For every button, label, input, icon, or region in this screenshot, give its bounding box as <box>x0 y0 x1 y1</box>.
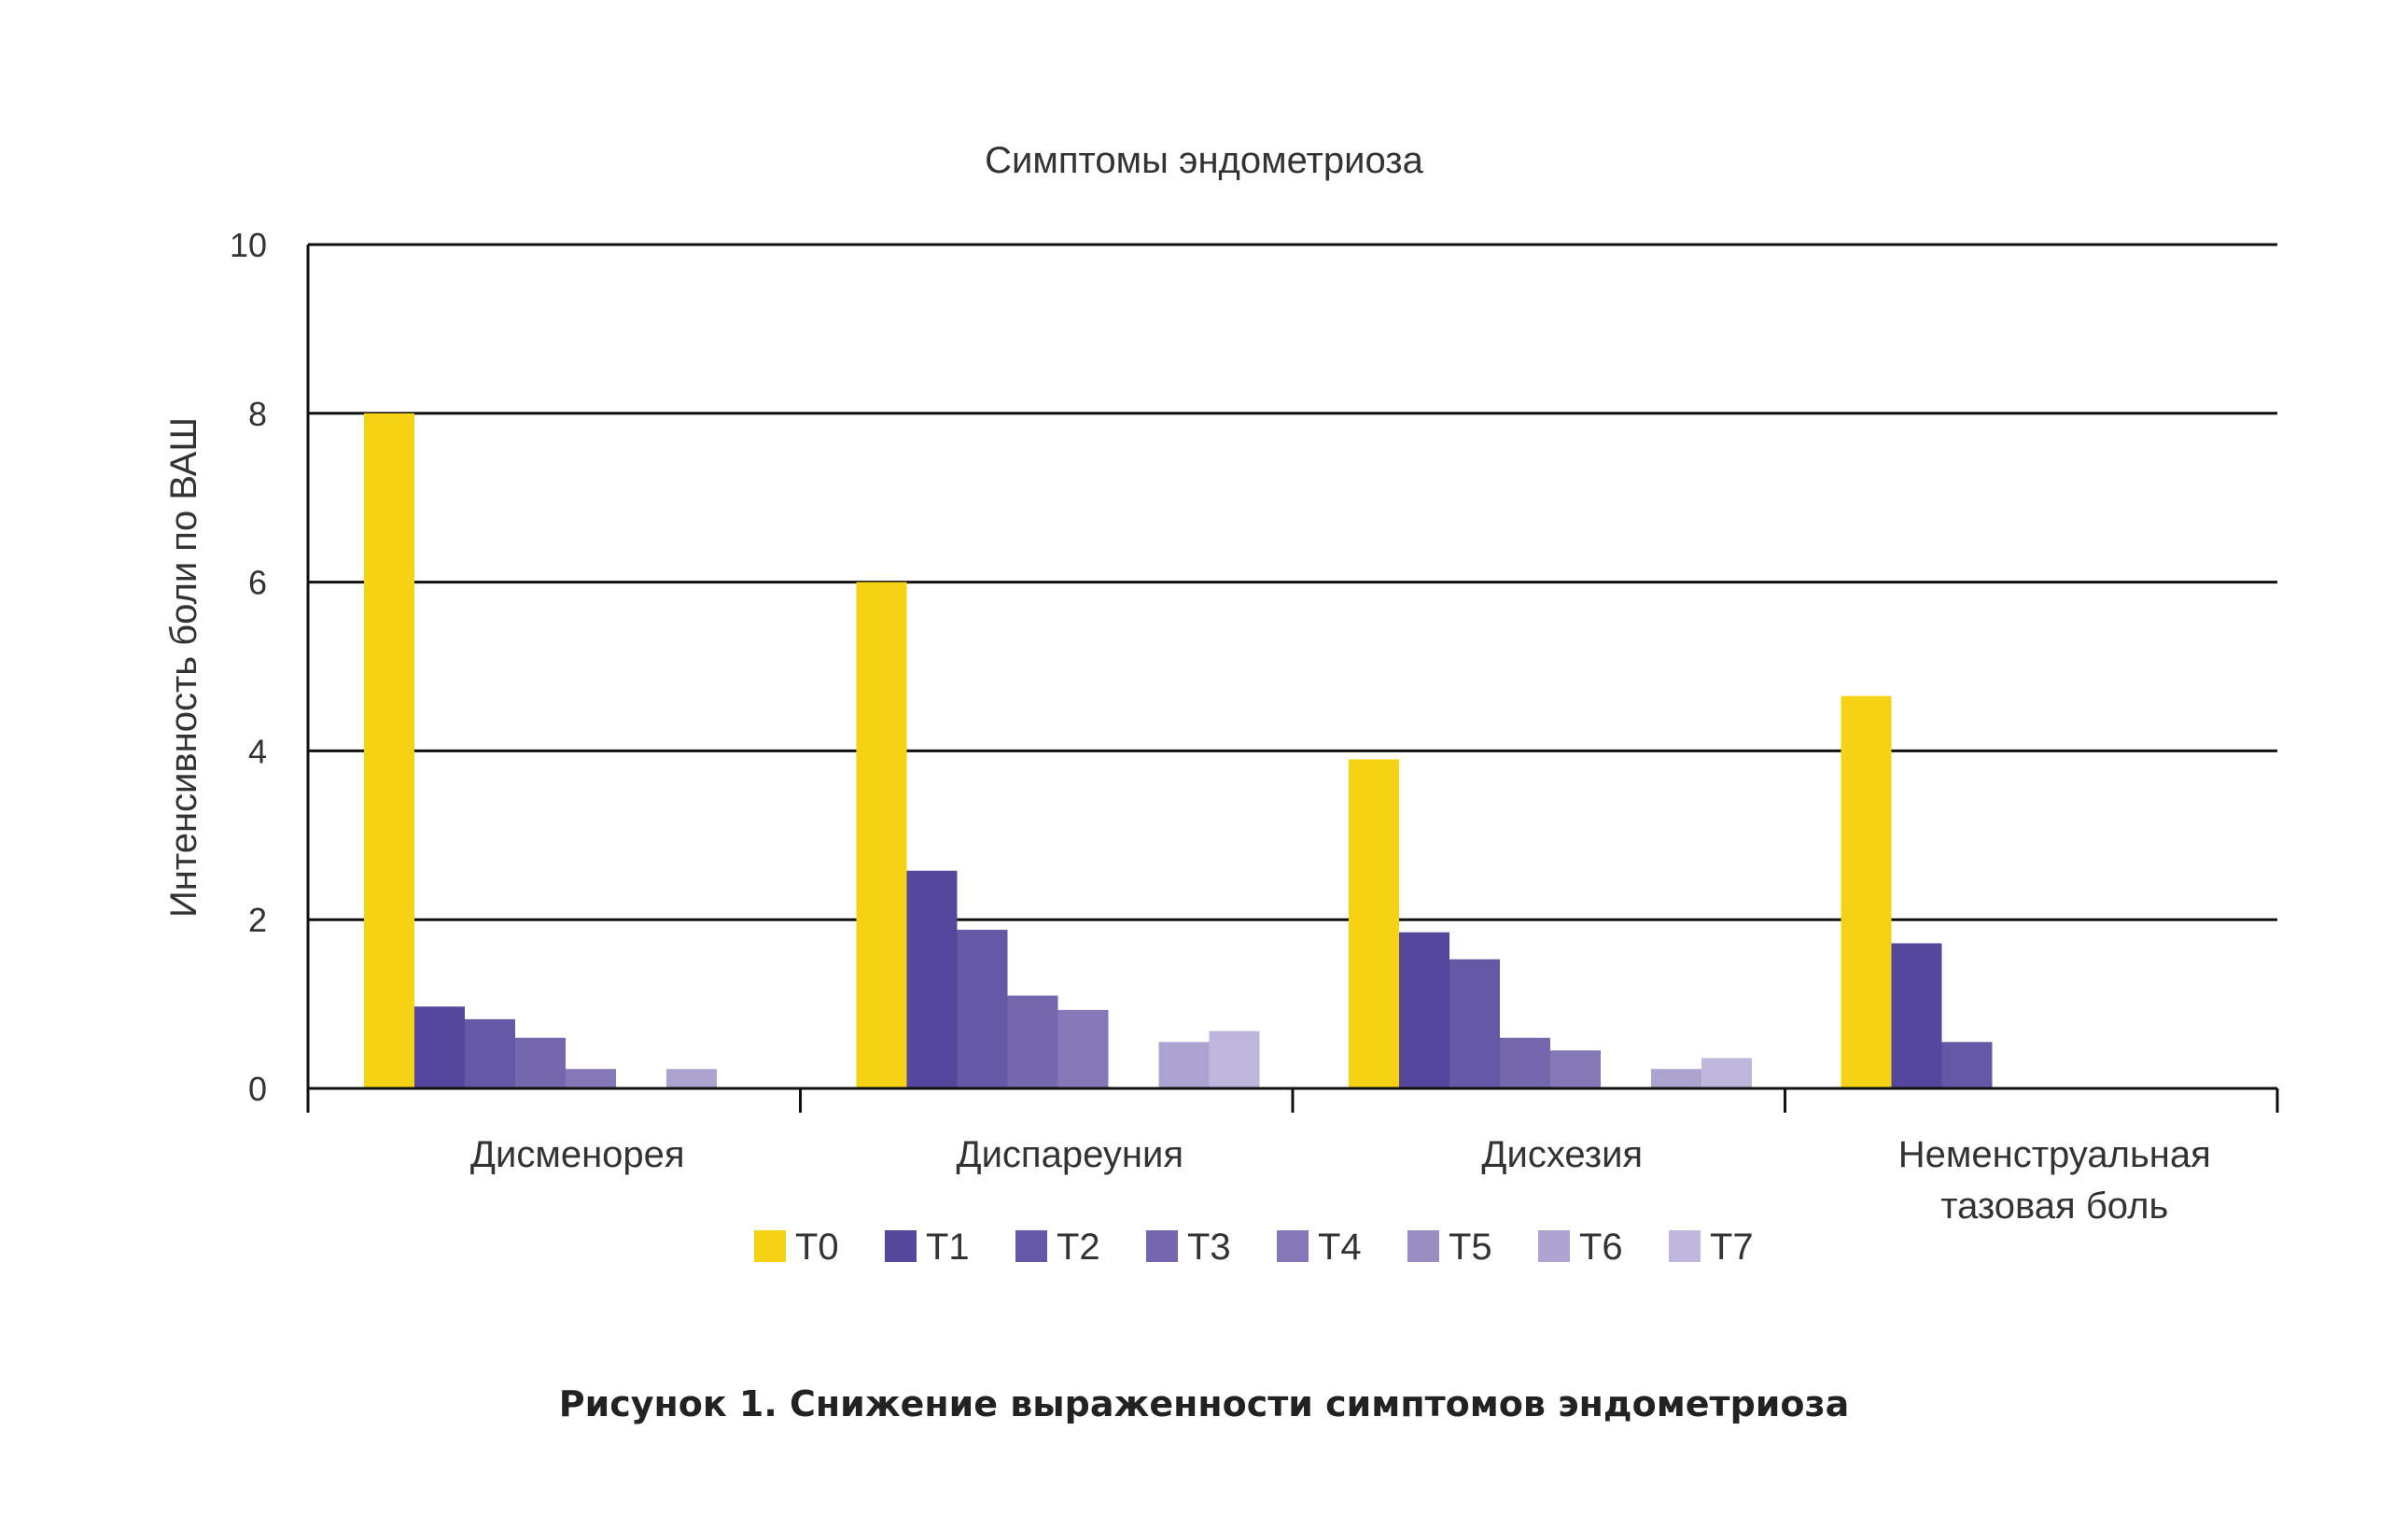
bar-t0-3 <box>1841 695 1892 1088</box>
bar-t2-1 <box>957 930 1008 1088</box>
x-category-label: Диспареуния <box>957 1134 1183 1175</box>
legend-swatch-t2 <box>1015 1230 1047 1262</box>
axes <box>306 245 2279 1113</box>
y-tick-label: 10 <box>230 226 267 264</box>
x-category-label: Неменструальная <box>1898 1134 2211 1175</box>
x-category-label: Дисхезия <box>1481 1134 1643 1175</box>
bar-t0-2 <box>1349 759 1399 1088</box>
y-tick-label: 0 <box>248 1070 267 1108</box>
legend-swatch-t1 <box>885 1230 917 1262</box>
bar-t7-1 <box>1209 1031 1260 1088</box>
legend-label-t3: T3 <box>1187 1227 1231 1268</box>
x-category-label: Дисменорея <box>470 1134 685 1175</box>
bar-t2-3 <box>1941 1042 1993 1088</box>
legend-label-t5: T5 <box>1449 1227 1492 1268</box>
legend-label-t0: T0 <box>795 1227 839 1268</box>
bar-t2-0 <box>465 1018 515 1088</box>
y-tick-label: 8 <box>248 395 267 433</box>
y-tick-label: 2 <box>248 901 267 939</box>
legend-label-t2: T2 <box>1057 1227 1100 1268</box>
legend-swatch-t6 <box>1538 1230 1570 1262</box>
bar-t1-2 <box>1399 932 1449 1088</box>
bar-t6-2 <box>1651 1069 1701 1088</box>
y-tick-label: 6 <box>248 564 267 602</box>
y-tick-labels: 0 2 4 6 8 10 <box>230 226 267 1108</box>
bar-t3-1 <box>1007 995 1058 1088</box>
bars <box>364 413 1993 1088</box>
bar-t1-1 <box>906 870 958 1088</box>
legend-label-t7: T7 <box>1710 1227 1754 1268</box>
gridlines <box>308 243 2277 921</box>
legend-swatch-t0 <box>754 1230 786 1262</box>
bar-t4-0 <box>566 1069 616 1088</box>
bar-t1-0 <box>414 1006 465 1088</box>
legend-swatch-t4 <box>1277 1230 1309 1262</box>
bar-t3-2 <box>1500 1037 1550 1088</box>
bar-t6-0 <box>666 1069 717 1088</box>
legend-label-t1: T1 <box>926 1227 970 1268</box>
legend: T0 T1 T2 T3 T4 T5 T6 T7 <box>754 1227 1754 1268</box>
legend-label-t6: T6 <box>1579 1227 1623 1268</box>
bar-t0-0 <box>364 413 414 1088</box>
bar-t6-1 <box>1158 1042 1210 1088</box>
y-tick-label: 4 <box>248 732 267 770</box>
bar-t0-1 <box>856 582 907 1088</box>
x-category-label: тазовая боль <box>1940 1185 2168 1227</box>
bar-t4-2 <box>1550 1050 1601 1088</box>
bar-t3-0 <box>515 1037 566 1088</box>
figure-caption: Рисунок 1. Снижение выраженности симптом… <box>558 1383 1850 1424</box>
bar-t2-2 <box>1449 959 1500 1088</box>
y-axis-label: Интенсивность боли по ВАШ <box>163 417 204 918</box>
bar-t7-2 <box>1701 1058 1752 1088</box>
bar-t1-3 <box>1891 943 1942 1088</box>
bar-t4-1 <box>1057 1009 1109 1088</box>
legend-swatch-t7 <box>1669 1230 1701 1262</box>
legend-label-t4: T4 <box>1318 1227 1362 1268</box>
legend-swatch-t3 <box>1146 1230 1178 1262</box>
chart-title: Симптомы эндометриоза <box>985 140 1423 181</box>
legend-swatch-t5 <box>1407 1230 1439 1262</box>
x-tick-labels: Дисменорея Диспареуния Дисхезия Неменструал… <box>470 1134 2211 1227</box>
